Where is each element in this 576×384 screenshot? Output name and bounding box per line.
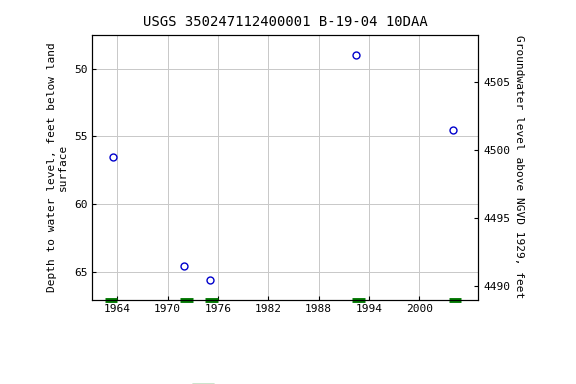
Title: USGS 350247112400001 B-19-04 10DAA: USGS 350247112400001 B-19-04 10DAA (143, 15, 427, 29)
Y-axis label: Groundwater level above NGVD 1929, feet: Groundwater level above NGVD 1929, feet (514, 35, 524, 299)
Legend: Period of approved data: Period of approved data (188, 379, 382, 384)
Y-axis label: Depth to water level, feet below land
surface: Depth to water level, feet below land su… (47, 42, 68, 292)
